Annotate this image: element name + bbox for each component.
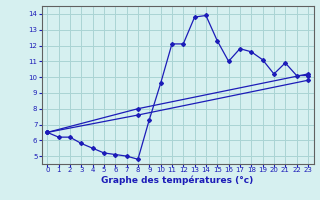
- X-axis label: Graphe des températures (°c): Graphe des températures (°c): [101, 176, 254, 185]
